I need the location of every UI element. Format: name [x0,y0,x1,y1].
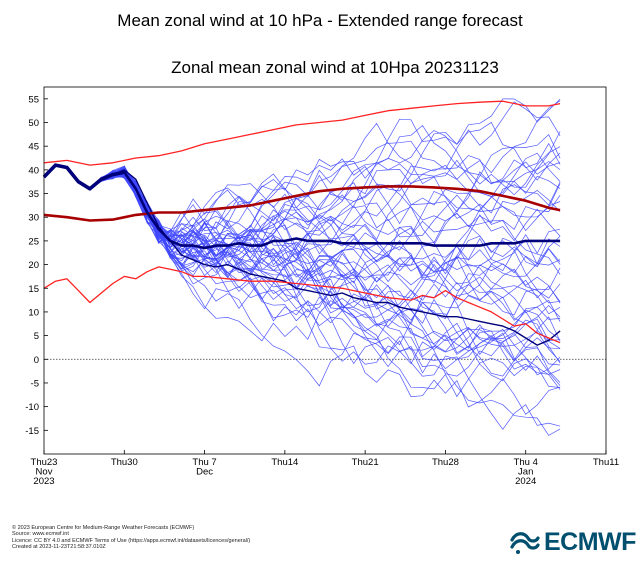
x-tick-label: Nov [36,467,53,478]
footer: © 2023 European Centre for Medium-Range … [12,525,250,551]
x-tick-label: Thu14 [271,457,298,468]
ensemble-member-line [43,152,561,267]
ecmwf-logo: ECMWF [510,528,636,557]
footer-copyright: © 2023 European Centre for Medium-Range … [12,525,195,531]
ensemble-member-line [43,161,561,291]
x-tick-label: Thu28 [432,457,459,468]
x-tick-label: Thu23 [31,457,58,468]
x-tick-label: Jan [518,467,533,478]
x-tick-label: 2024 [515,476,536,487]
ensemble-member-line [43,165,561,246]
footer-created: Created at 2023-11-23T21:58:37.010Z [12,544,106,551]
plot-frame [43,86,607,455]
y-tick-label: 35 [28,189,39,200]
ensemble-member-line [43,164,561,310]
ensemble-member-line [43,164,561,436]
control-forecast-line [43,164,561,346]
x-tick-label: Thu11 [593,457,619,468]
ensemble-mean-line [43,163,561,250]
y-tick-label: 20 [28,260,39,271]
ensemble-member-line [43,165,561,268]
climate-mean-line [43,185,561,222]
y-tick-label: -15 [25,426,39,437]
logo-text: ECMWF [544,528,636,556]
y-tick-label: 25 [28,236,39,247]
x-tick-label: 2023 [33,476,54,487]
x-tick-label: Thu21 [352,457,379,468]
y-tick-label: 40 [28,165,39,176]
y-tick-label: -10 [25,402,39,413]
ensemble-member-line [43,164,561,375]
x-tick-label: Thu30 [111,457,138,468]
y-tick-label: 5 [34,331,39,342]
ensemble-member-line [43,164,561,261]
ensemble-member-line [43,134,561,244]
x-tick-label: Thu 7 [192,457,216,468]
y-tick-label: 30 [28,213,39,224]
chart-title: Zonal mean zonal wind at 10Hpa 20231123 [171,58,499,77]
footer-licence: Licence: CC BY 4.0 and ECMWF Terms of Us… [12,537,251,544]
y-tick-label: -5 [31,378,39,389]
y-tick-label: 50 [28,118,39,129]
ecmwf-swirl-icon [510,531,540,554]
y-tick-label: 15 [28,284,39,295]
page-title: Mean zonal wind at 10 hPa - Extended ran… [117,11,523,30]
initial-analysis-line [42,163,125,191]
y-tick-label: 55 [28,94,39,105]
ensemble-member-line [43,161,561,257]
x-tick-label: Thu 4 [514,457,538,468]
y-tick-label: 45 [28,142,39,153]
ensemble-member-line [43,130,561,270]
climate-minimum-line [43,266,561,344]
footer-source: Source: www.ecmwf.int [12,531,69,538]
y-tick-label: 10 [28,307,39,318]
y-tick-label: 0 [34,355,39,366]
ensemble-member-line [43,164,561,319]
climate-maximum-line [43,100,561,166]
x-tick-label: Dec [196,467,213,478]
ensemble-member-line [43,164,561,279]
